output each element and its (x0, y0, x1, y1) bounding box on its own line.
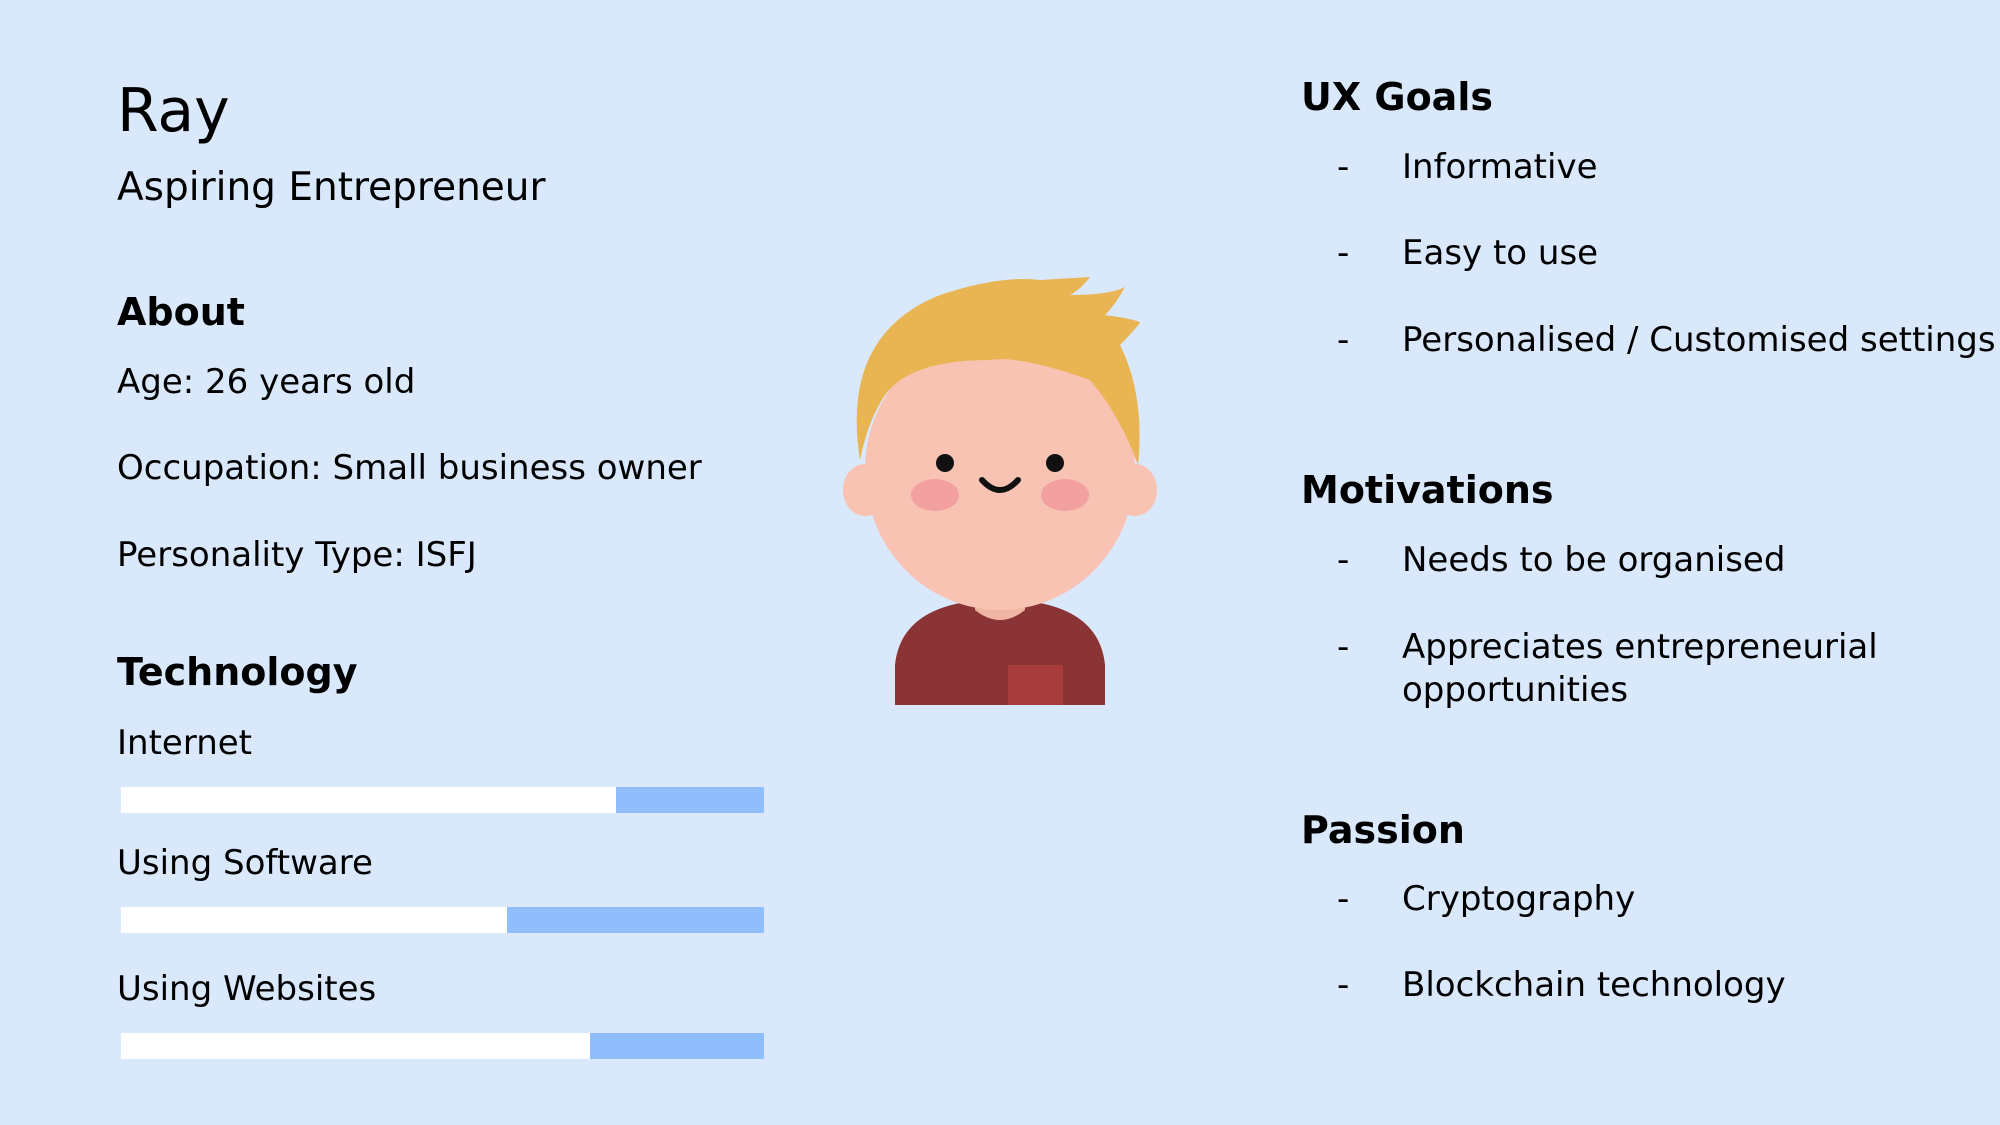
tech-bar-internet (121, 787, 764, 813)
cartoon-boy-avatar-icon (840, 275, 1160, 710)
motivation-item: Needs to be organised (1402, 540, 1786, 580)
bullet-dash: - (1337, 965, 1350, 1005)
ux-goal-item: Personalised / Customised settings (1402, 320, 1996, 360)
bullet-dash: - (1337, 233, 1350, 273)
persona-title: Aspiring Entrepreneur (117, 165, 546, 210)
about-occupation: Occupation: Small business owner (117, 448, 702, 488)
bullet-dash: - (1337, 879, 1350, 919)
tech-label-internet: Internet (117, 723, 253, 763)
bullet-dash: - (1337, 320, 1350, 360)
tech-label-websites: Using Websites (117, 969, 377, 1009)
about-age: Age: 26 years old (117, 362, 416, 402)
bullet-dash: - (1337, 540, 1350, 580)
tech-bar-fill (590, 1033, 764, 1059)
motivation-item: Appreciates entrepreneurial opportunitie… (1402, 627, 1878, 711)
tech-bar-software (121, 907, 764, 933)
about-personality: Personality Type: ISFJ (117, 535, 477, 575)
tech-label-software: Using Software (117, 843, 373, 883)
ux-goal-item: Informative (1402, 147, 1598, 187)
tech-bar-fill (506, 907, 764, 933)
ux-goals-heading: UX Goals (1301, 75, 1493, 119)
passion-heading: Passion (1301, 808, 1465, 852)
tech-bar-websites (121, 1033, 764, 1059)
about-heading: About (117, 290, 245, 334)
motivations-heading: Motivations (1301, 468, 1554, 512)
passion-item: Blockchain technology (1402, 965, 1786, 1005)
bullet-dash: - (1337, 147, 1350, 187)
tech-bar-fill (616, 787, 764, 813)
ux-goal-item: Easy to use (1402, 233, 1599, 273)
passion-item: Cryptography (1402, 879, 1636, 919)
technology-heading: Technology (117, 650, 358, 694)
bullet-dash: - (1337, 627, 1350, 667)
persona-name: Ray (117, 76, 230, 146)
